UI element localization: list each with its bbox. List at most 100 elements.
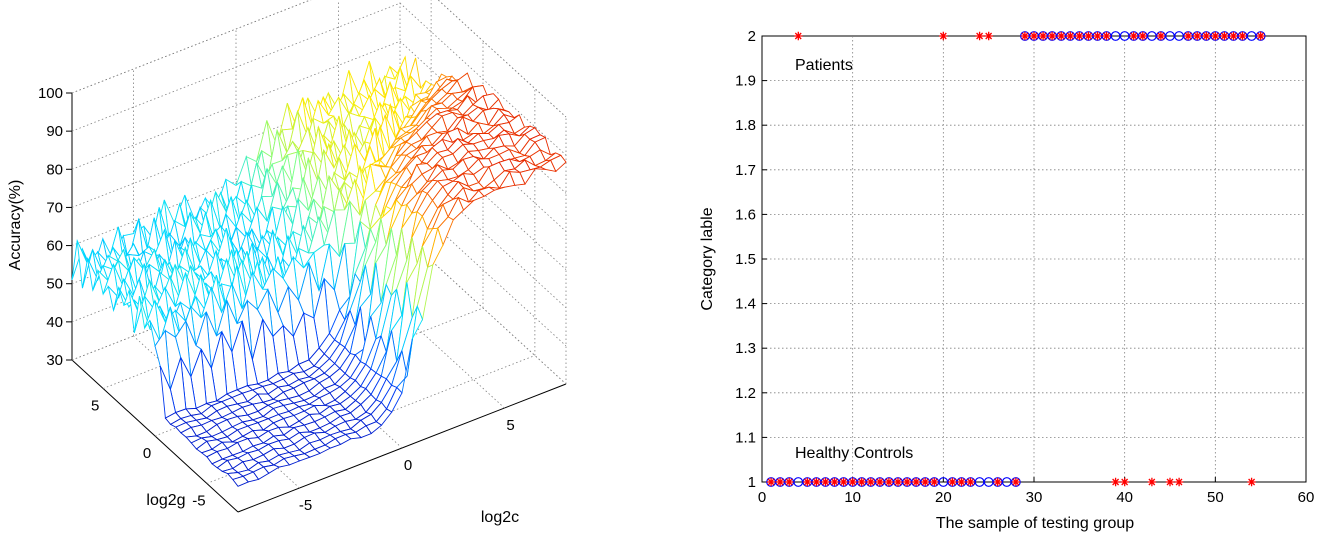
y-tick-label: 1.4 [735, 296, 756, 313]
z-tick-label: 40 [46, 314, 63, 331]
z-tick-label: 60 [46, 238, 63, 255]
x-tick-label: 40 [1116, 489, 1133, 506]
predicted-marker [766, 477, 776, 487]
c-gridline-floor [338, 255, 505, 409]
z-tick-label: 70 [46, 199, 63, 216]
predicted-marker [1238, 31, 1247, 41]
surface-g-axis-label: log2g [146, 492, 185, 509]
predicted-marker [1020, 31, 1030, 41]
predicted-marker [857, 477, 866, 487]
x-tick-label: 0 [758, 489, 766, 506]
c-tick-label: 0 [404, 457, 412, 474]
predicted-marker [1156, 31, 1166, 41]
c-tick-label: 5 [506, 417, 514, 434]
predicted-marker [1047, 31, 1057, 41]
predicted-marker [1138, 31, 1147, 41]
predicted-marker [848, 477, 857, 487]
predicted-marker [1202, 31, 1211, 41]
predicted-marker [1038, 31, 1048, 41]
y-tick-label: 2 [748, 28, 756, 45]
predicted-marker [1102, 31, 1111, 41]
x-tick-label: 60 [1298, 489, 1315, 506]
predicted-marker [1075, 31, 1084, 41]
g-tick-label: 5 [91, 398, 99, 415]
predicted-marker [785, 477, 794, 487]
x-tick-label: 50 [1207, 489, 1224, 506]
predicted-marker [1256, 31, 1265, 41]
predicted-marker [1084, 31, 1093, 41]
z-tick-label: 50 [46, 276, 63, 293]
z-tick-label: 100 [38, 85, 63, 102]
y-tick-label: 1.2 [735, 385, 756, 402]
predicted-marker [1029, 31, 1039, 41]
scatter-y-axis-label: Category lable [699, 207, 716, 310]
y-tick-label: 1.1 [735, 429, 756, 446]
predicted-marker [1229, 31, 1238, 41]
z-tick-label: 90 [46, 123, 63, 140]
predicted-marker [875, 477, 885, 487]
predicted-marker [775, 477, 785, 487]
z-gridline-right-wall [437, 0, 567, 118]
predicted-marker [966, 477, 975, 487]
scatter-gridlines [762, 36, 1306, 482]
predicted-marker [1011, 477, 1021, 487]
z-gridline-right-wall [399, 193, 567, 347]
g-tick-label: -5 [192, 493, 205, 510]
predicted-marker [993, 477, 1002, 487]
healthy-controls-annotation: Healthy Controls [795, 445, 913, 462]
predicted-marker [884, 477, 894, 487]
predicted-marker [948, 477, 957, 487]
predicted-marker [1111, 477, 1120, 487]
predicted-marker [1220, 31, 1229, 41]
predicted-marker [1093, 31, 1102, 41]
patients-annotation: Patients [795, 57, 853, 74]
predicted-marker [893, 477, 903, 487]
surface-cell [232, 475, 250, 487]
predicted-marker [812, 477, 821, 487]
predicted-marker [1147, 477, 1157, 487]
predicted-marker [830, 477, 839, 487]
predicted-marker [930, 477, 939, 487]
predicted-marker [821, 477, 830, 487]
scatter-tick-labels: 0 10 20 30 40 50 60 1 1.1 1.2 1.3 1.4 1.5 1.6 1.7 1.8 1.… [735, 28, 1314, 506]
predicted-marker [1174, 477, 1184, 487]
z-gridline-left-wall [71, 0, 312, 94]
surface-mesh [71, 55, 567, 487]
y-tick-label: 1 [748, 474, 756, 491]
predicted-marker [1165, 477, 1175, 487]
y-tick-label: 1.6 [735, 206, 756, 223]
predicted-marker [1120, 477, 1129, 487]
predicted-marker [1066, 31, 1075, 41]
predicted-marker [1183, 31, 1193, 41]
z-tick-label: 80 [46, 161, 63, 178]
y-tick-label: 1.9 [735, 73, 756, 90]
predicted-marker [1247, 477, 1256, 487]
predicted-marker [902, 477, 912, 487]
x-tick-label: 30 [1026, 489, 1043, 506]
predicted-marker [911, 477, 921, 487]
y-tick-label: 1.5 [735, 251, 756, 268]
predicted-marker [839, 477, 848, 487]
surface-c-axis-label: log2c [481, 509, 519, 526]
y-tick-label: 1.7 [735, 162, 756, 179]
predicted-marker [866, 477, 875, 487]
x-tick-label: 10 [844, 489, 861, 506]
z-gridline-left-wall [71, 40, 401, 170]
predicted-marker [921, 477, 930, 487]
actual-marker [1255, 31, 1266, 41]
predicted-label-markers [766, 31, 1265, 487]
predicted-marker [984, 31, 993, 41]
z-tick-label: 30 [46, 352, 63, 369]
predicted-marker [794, 31, 803, 41]
y-tick-label: 1.3 [735, 340, 756, 357]
c-tick-label: -5 [299, 497, 312, 514]
predicted-marker [1057, 31, 1066, 41]
predicted-marker [957, 477, 966, 487]
surface-z-axis-label: Accuracy(%) [7, 180, 24, 271]
predicted-marker [1211, 31, 1220, 41]
predicted-marker [1129, 31, 1138, 41]
x-tick-label: 20 [935, 489, 952, 506]
